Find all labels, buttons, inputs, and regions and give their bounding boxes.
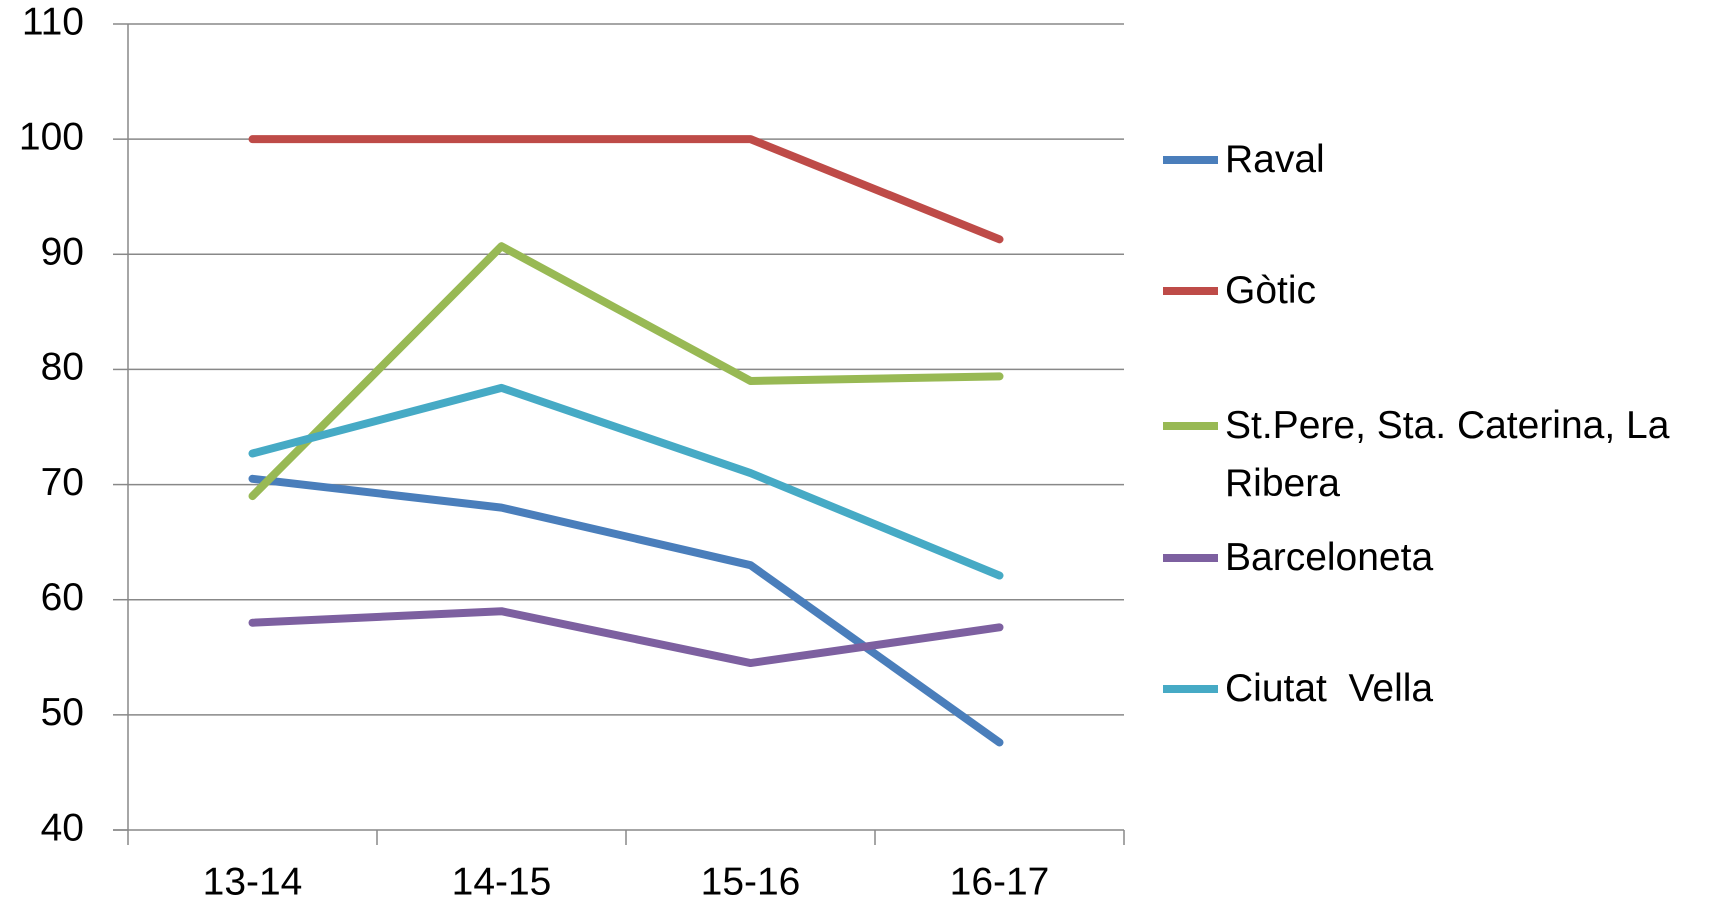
legend-label: Gòtic: [1225, 269, 1317, 312]
y-tick-label: 50: [41, 691, 84, 734]
legend-swatch: [1163, 156, 1218, 164]
legend-item: Ciutat Vella: [1163, 665, 1695, 718]
legend-swatch: [1163, 422, 1218, 430]
legend-label: St.Pere, Sta. Caterina, La Ribera: [1225, 404, 1681, 505]
x-tick-label: 16-17: [950, 860, 1050, 903]
series-line: [248, 135, 1004, 244]
legend-item: Raval: [1163, 136, 1695, 189]
y-tick-label: 60: [41, 576, 84, 619]
legend-item: Gòtic: [1163, 267, 1695, 320]
legend-swatch: [1163, 685, 1218, 693]
legend-swatch: [1163, 554, 1218, 562]
x-tick-label: 13-14: [203, 860, 303, 903]
legend-item: Barceloneta: [1163, 534, 1695, 587]
legend-label: Raval: [1225, 138, 1325, 181]
y-tick-label: 90: [41, 231, 84, 274]
y-tick-label: 100: [19, 115, 84, 158]
y-tick-label: 110: [22, 0, 84, 43]
series-line: [248, 242, 1004, 501]
series-line: [248, 607, 1004, 668]
legend-label: Barceloneta: [1225, 536, 1434, 579]
x-tick-label: 15-16: [701, 860, 801, 903]
series-line: [248, 383, 1004, 580]
legend-label: Ciutat Vella: [1225, 667, 1434, 710]
y-tick-label: 40: [41, 806, 84, 849]
legend-item: St.Pere, Sta. Caterina, La Ribera: [1163, 402, 1695, 513]
legend-swatch: [1163, 287, 1218, 295]
y-tick-label: 70: [41, 461, 84, 504]
series-line: [248, 474, 1004, 747]
y-tick-label: 80: [41, 346, 84, 389]
x-tick-label: 14-15: [452, 860, 552, 903]
